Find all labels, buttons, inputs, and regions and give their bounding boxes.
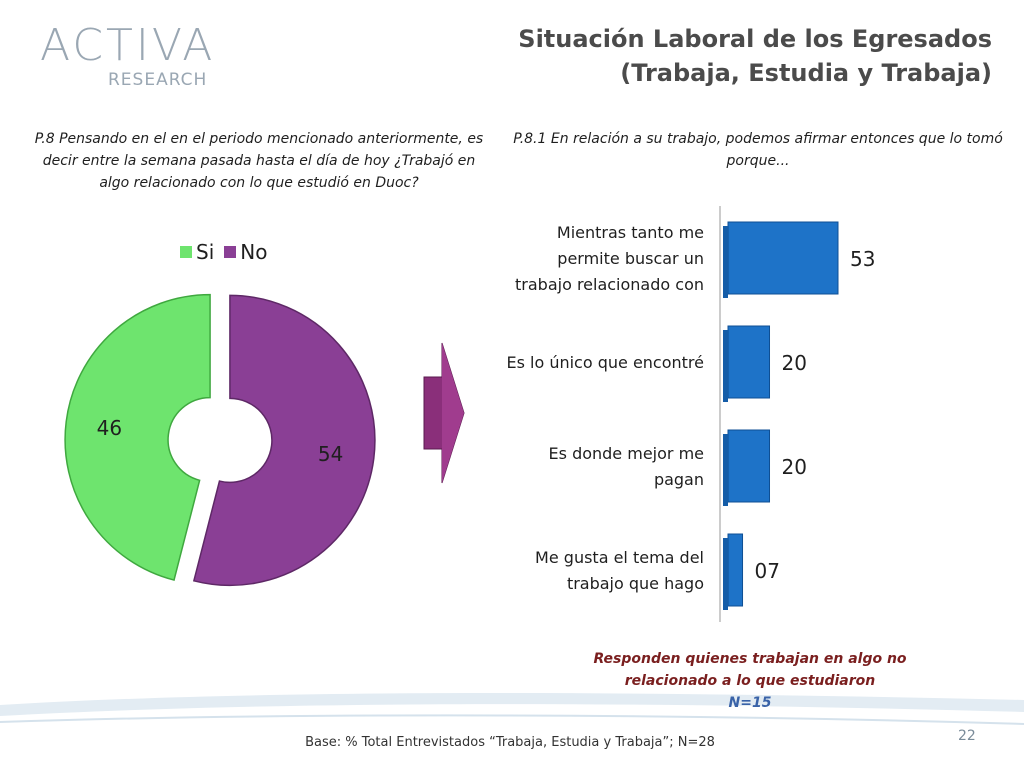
bar-category-label: trabajo que hago — [567, 574, 704, 593]
bar-side — [723, 434, 728, 506]
bar-group: 07 Me gusta el tema del trabajo que hago — [535, 533, 780, 610]
donut-label-no: 54 — [318, 442, 343, 466]
bar-side — [723, 226, 728, 298]
bar-value-label: 53 — [850, 247, 875, 271]
donut-slice-no — [192, 294, 376, 587]
legend-item-no: No — [224, 240, 267, 264]
response-note: Responden quienes trabajan en algo no re… — [560, 648, 940, 714]
donut-chart: 46 54 — [64, 293, 376, 587]
logo-main-text: ACTIVA — [40, 20, 216, 71]
bar — [727, 325, 771, 399]
bar-value-label: 20 — [782, 455, 807, 479]
arrow-right-icon — [423, 342, 465, 484]
bar-value-label: 07 — [755, 559, 780, 583]
note-n: N=15 — [728, 695, 772, 711]
donut-slice-si — [64, 293, 211, 581]
legend-swatch-si — [180, 246, 192, 258]
legend-swatch-no — [224, 246, 237, 258]
donut-label-si: 46 — [97, 416, 122, 440]
bar-category-label: Mientras tanto me — [557, 223, 704, 242]
logo-sub-text: RESEARCH — [108, 70, 208, 90]
bar-category-label: Es lo único que encontré — [506, 353, 704, 372]
donut-legend: Si No — [180, 240, 267, 264]
bar — [727, 221, 839, 295]
bar — [727, 429, 771, 503]
legend-label-si: Si — [196, 240, 215, 264]
bar-side — [723, 330, 728, 402]
bar-chart: 53 Mientras tanto me permite buscar un trab… — [506, 206, 875, 622]
bar-category-label: trabajo relacionado con — [515, 275, 704, 294]
bar-group: 53 Mientras tanto me permite buscar un trab… — [515, 221, 875, 298]
bar — [727, 533, 744, 607]
note-text: Responden quienes trabajan en algo no re… — [593, 651, 907, 689]
base-footnote: Base: % Total Entrevistados “Trabaja, Es… — [305, 735, 715, 750]
legend-label-no: No — [240, 240, 268, 264]
bar-side — [723, 538, 728, 610]
title-line-1: Situación Laboral de los Egresados — [518, 25, 992, 53]
bar-category-label: Es donde mejor me — [549, 444, 704, 463]
bar-category-label: pagan — [654, 470, 704, 489]
right-question: P.8.1 En relación a su trabajo, podemos … — [513, 131, 1003, 169]
bar-category-label: Me gusta el tema del — [535, 548, 704, 567]
bar-category-label: permite buscar un — [557, 249, 704, 268]
left-question: P.8 Pensando en el en el periodo mencion… — [34, 131, 484, 191]
bar-value-label: 20 — [782, 351, 807, 375]
page-number: 22 — [958, 728, 976, 744]
activa-research-logo: ACTIVA RESEARCH — [32, 18, 222, 108]
legend-item-si: Si — [180, 240, 214, 264]
bar-group: 20 Es lo único que encontré — [506, 325, 807, 402]
title-line-2: (Trabaja, Estudia y Trabaja) — [620, 59, 992, 87]
slide-title: Situación Laboral de los Egresados (Trab… — [432, 22, 992, 90]
bar-group: 20 Es donde mejor me pagan — [549, 429, 807, 506]
